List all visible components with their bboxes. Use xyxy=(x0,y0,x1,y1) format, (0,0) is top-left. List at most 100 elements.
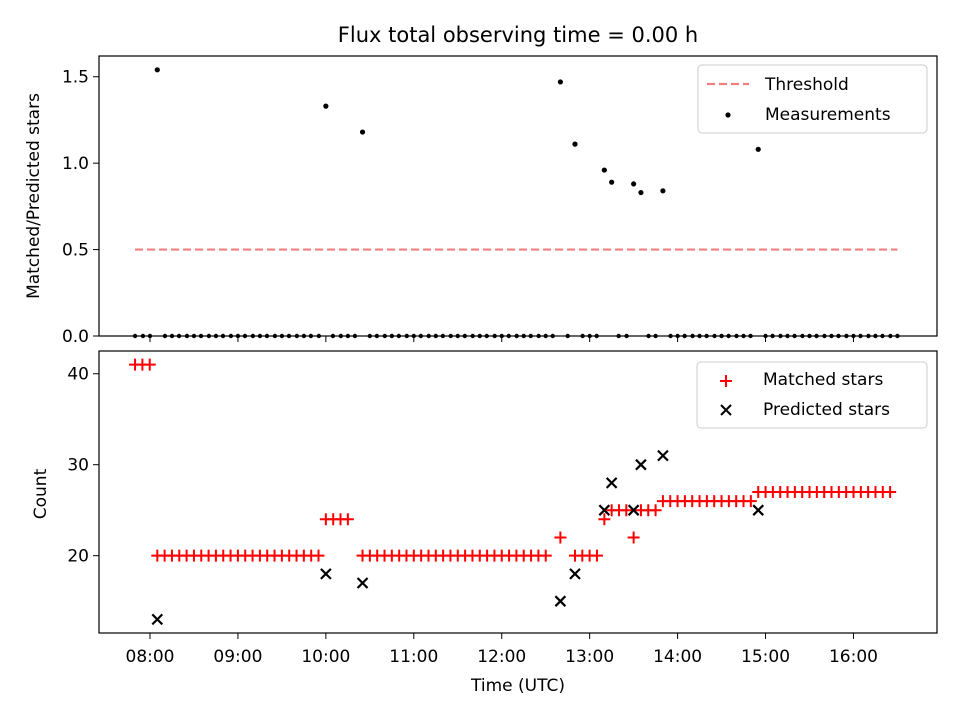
predicted-star-point xyxy=(657,449,669,462)
measurement-point xyxy=(477,333,482,339)
measurement-point xyxy=(895,333,900,339)
bottom-x-tick-label: 14:00 xyxy=(653,647,702,667)
bottom-y-axis-label: Count xyxy=(31,468,51,519)
measurement-point xyxy=(829,333,834,339)
measurement-point xyxy=(528,333,533,339)
measurement-point xyxy=(682,333,687,339)
measurement-point xyxy=(660,188,666,194)
measurement-point xyxy=(580,333,585,339)
measurement-point xyxy=(470,333,475,339)
measurement-point xyxy=(389,333,395,339)
predicted-star-point xyxy=(752,504,765,516)
measurement-point xyxy=(770,333,775,339)
measurement-point xyxy=(741,333,746,339)
matched-star-point xyxy=(884,486,897,498)
legend-predicted-label: Predicted stars xyxy=(763,400,890,420)
bottom-legend: Matched stars Predicted stars xyxy=(696,361,928,429)
measurement-point xyxy=(418,333,424,339)
legend-matched-marker xyxy=(720,375,732,387)
measurement-point xyxy=(367,333,373,339)
predicted-star-point xyxy=(320,568,332,580)
measurement-point xyxy=(316,333,322,339)
measurement-point xyxy=(455,333,460,339)
measurement-point xyxy=(807,333,812,339)
measurement-point xyxy=(242,333,248,339)
top-y-tick-label: 1.5 xyxy=(62,68,89,88)
measurement-point xyxy=(719,333,724,339)
measurement-point xyxy=(169,333,175,339)
top-legend-frame xyxy=(697,64,928,134)
measurement-point xyxy=(345,333,351,339)
bottom-x-tick-label: 08:00 xyxy=(126,647,175,667)
measurement-point xyxy=(330,333,336,339)
bottom-plot-frame xyxy=(98,350,938,634)
measurement-point xyxy=(814,333,819,339)
measurement-point xyxy=(154,67,160,73)
measurement-point xyxy=(301,333,307,339)
predicted-star-point xyxy=(627,504,640,516)
measurement-point xyxy=(206,333,212,339)
predicted-star-point xyxy=(356,577,369,589)
top-y-axis-label: Matched/Predicted stars xyxy=(24,93,44,299)
predicted-star-point xyxy=(605,477,618,489)
measurement-point xyxy=(448,333,453,339)
measurement-point xyxy=(726,333,731,339)
bottom-panel: 20 30 40 08:00 09:00 10:00 11:00 12:00 13:00 14:0… xyxy=(67,350,938,667)
measurement-point xyxy=(132,333,138,339)
measurement-point xyxy=(198,333,204,339)
measurement-point xyxy=(184,333,190,339)
legend-threshold-label: Threshold xyxy=(764,75,849,95)
bottom-y-tick-label: 40 xyxy=(67,365,89,385)
measurement-point xyxy=(499,333,504,339)
measurement-point xyxy=(440,333,446,339)
measurement-point xyxy=(426,333,431,339)
measurement-point xyxy=(250,333,256,339)
matched-star-point xyxy=(590,549,603,562)
predicted-star-point xyxy=(635,458,647,471)
measurement-point xyxy=(279,333,285,339)
measurement-point xyxy=(338,333,344,339)
predicted-star-point xyxy=(151,613,164,626)
measurement-point xyxy=(396,333,402,339)
matched-star-point xyxy=(143,358,156,371)
matched-star-point xyxy=(312,549,325,562)
measurement-point xyxy=(462,333,468,339)
measurement-point xyxy=(235,333,241,339)
measurement-point xyxy=(858,333,863,339)
bottom-x-tick-label: 15:00 xyxy=(741,647,790,667)
measurement-point xyxy=(272,333,278,339)
measurement-point xyxy=(264,333,270,339)
measurement-point xyxy=(257,333,263,339)
measurement-point xyxy=(411,333,416,339)
measurement-point xyxy=(748,333,753,339)
measurement-point xyxy=(550,333,555,339)
measurement-point xyxy=(213,333,219,339)
bottom-x-tick-label: 13:00 xyxy=(565,647,614,667)
measurement-point xyxy=(712,333,717,339)
bottom-x-tick-label: 09:00 xyxy=(213,647,262,667)
measurement-point xyxy=(668,333,673,339)
measurement-point xyxy=(220,333,226,339)
matched-star-point xyxy=(744,495,757,508)
measurement-point xyxy=(836,333,841,339)
measurement-point xyxy=(162,333,168,339)
legend-measurement-dot xyxy=(725,112,731,118)
top-panel: 0.0 0.5 1.0 1.5 xyxy=(62,55,938,347)
measurement-point xyxy=(638,189,644,196)
measurement-point xyxy=(294,333,300,339)
bottom-legend-frame xyxy=(696,361,928,429)
predicted-star-point xyxy=(554,595,567,607)
measurement-point xyxy=(624,333,629,339)
measurement-point xyxy=(506,333,511,339)
matched-star-point xyxy=(598,513,611,526)
measurement-point xyxy=(140,333,146,339)
top-y-tick-label: 0.0 xyxy=(62,327,89,347)
measurement-point xyxy=(601,167,607,173)
measurement-point xyxy=(851,333,856,339)
legend-predicted-marker xyxy=(720,404,732,416)
measurement-point xyxy=(308,333,314,339)
measurement-point xyxy=(587,333,592,339)
measurement-point xyxy=(565,333,570,339)
measurement-point xyxy=(866,333,871,339)
measurement-point xyxy=(536,333,541,339)
